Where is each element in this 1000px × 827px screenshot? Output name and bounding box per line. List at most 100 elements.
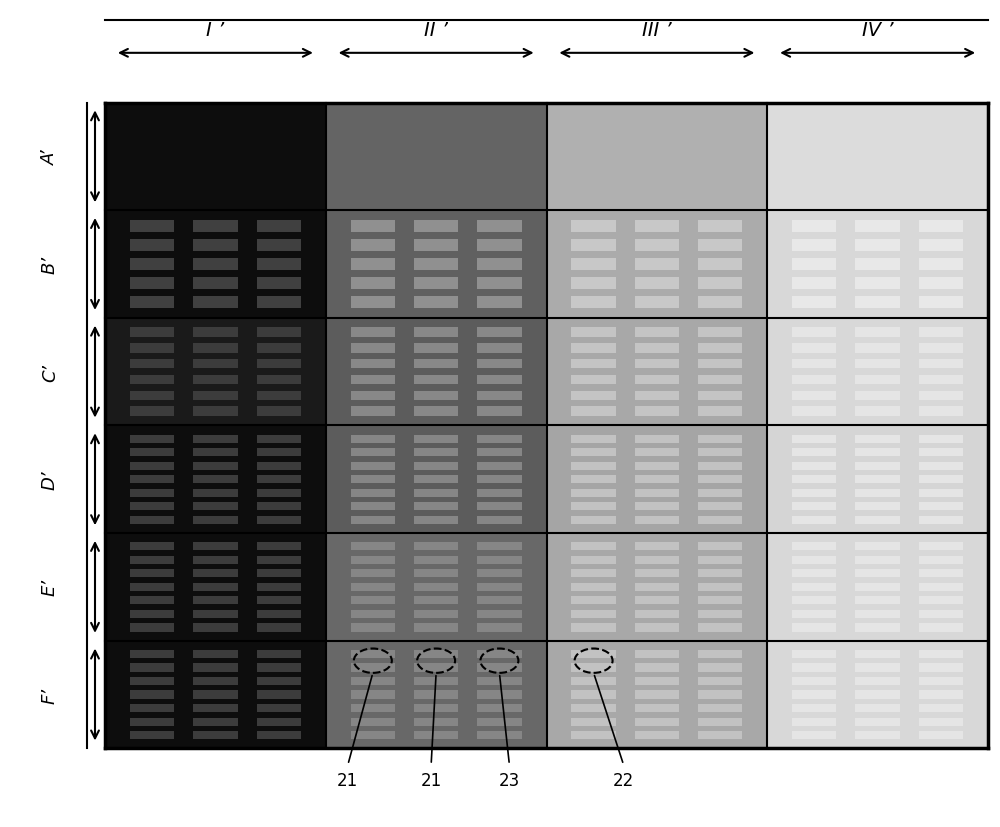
Bar — [257, 221, 301, 232]
Bar — [635, 435, 679, 443]
Bar — [635, 556, 679, 564]
Bar — [919, 476, 963, 484]
Bar — [855, 462, 900, 471]
Bar — [130, 462, 174, 471]
Bar — [855, 543, 900, 551]
Bar — [130, 221, 174, 232]
Bar — [698, 240, 742, 251]
Bar — [919, 391, 963, 400]
Bar — [792, 328, 836, 337]
Bar — [792, 610, 836, 619]
Bar — [257, 516, 301, 524]
Bar — [698, 596, 742, 605]
Bar — [571, 677, 616, 686]
Bar — [571, 259, 616, 270]
Bar — [130, 624, 174, 632]
Bar — [571, 375, 616, 385]
Bar — [792, 297, 836, 308]
Bar — [571, 570, 616, 578]
Bar — [130, 663, 174, 672]
Bar — [130, 704, 174, 712]
Bar — [855, 596, 900, 605]
Bar — [130, 583, 174, 591]
Bar — [477, 328, 522, 337]
Bar — [193, 328, 238, 337]
Bar — [919, 297, 963, 308]
Bar — [105, 641, 326, 748]
Bar — [855, 221, 900, 232]
Bar — [193, 731, 238, 739]
Bar — [414, 583, 458, 591]
Bar — [855, 691, 900, 699]
Bar — [767, 533, 988, 641]
Bar — [919, 435, 963, 443]
Bar — [414, 360, 458, 369]
Bar — [571, 489, 616, 497]
Bar — [257, 360, 301, 369]
Bar — [477, 583, 522, 591]
Bar — [351, 476, 395, 484]
Bar — [855, 328, 900, 337]
Bar — [571, 543, 616, 551]
Bar — [698, 297, 742, 308]
Bar — [414, 278, 458, 289]
Text: D’: D’ — [41, 470, 59, 490]
Bar — [792, 391, 836, 400]
Bar — [698, 650, 742, 658]
Bar — [414, 259, 458, 270]
Bar — [919, 360, 963, 369]
Bar — [193, 718, 238, 726]
Bar — [919, 691, 963, 699]
Bar — [130, 596, 174, 605]
Bar — [477, 503, 522, 511]
Bar — [855, 624, 900, 632]
Text: 23: 23 — [499, 771, 520, 789]
Bar — [919, 677, 963, 686]
Bar — [698, 516, 742, 524]
Bar — [257, 543, 301, 551]
Bar — [130, 407, 174, 416]
Bar — [855, 731, 900, 739]
Bar — [919, 731, 963, 739]
Bar — [571, 583, 616, 591]
Bar — [919, 663, 963, 672]
Bar — [105, 211, 326, 318]
Bar — [477, 344, 522, 353]
Bar — [130, 543, 174, 551]
Bar — [792, 221, 836, 232]
Bar — [792, 344, 836, 353]
Bar — [351, 375, 395, 385]
Bar — [855, 448, 900, 457]
Bar — [257, 240, 301, 251]
Bar — [130, 278, 174, 289]
Bar — [477, 448, 522, 457]
Bar — [326, 103, 546, 211]
Bar — [919, 407, 963, 416]
Bar — [855, 278, 900, 289]
Bar — [414, 704, 458, 712]
Bar — [698, 691, 742, 699]
Bar — [257, 407, 301, 416]
Bar — [792, 556, 836, 564]
Bar — [919, 556, 963, 564]
Bar — [414, 407, 458, 416]
Bar — [351, 570, 395, 578]
Bar — [919, 704, 963, 712]
Bar — [257, 596, 301, 605]
Bar — [855, 240, 900, 251]
Bar — [193, 297, 238, 308]
Bar — [130, 503, 174, 511]
Bar — [635, 624, 679, 632]
Bar — [351, 556, 395, 564]
Bar — [414, 462, 458, 471]
Bar — [855, 610, 900, 619]
Bar — [477, 221, 522, 232]
Bar — [193, 516, 238, 524]
Bar — [477, 677, 522, 686]
Bar — [919, 462, 963, 471]
Bar — [351, 610, 395, 619]
Bar — [414, 516, 458, 524]
Text: F’: F’ — [41, 686, 59, 703]
Bar — [855, 516, 900, 524]
Bar — [919, 278, 963, 289]
